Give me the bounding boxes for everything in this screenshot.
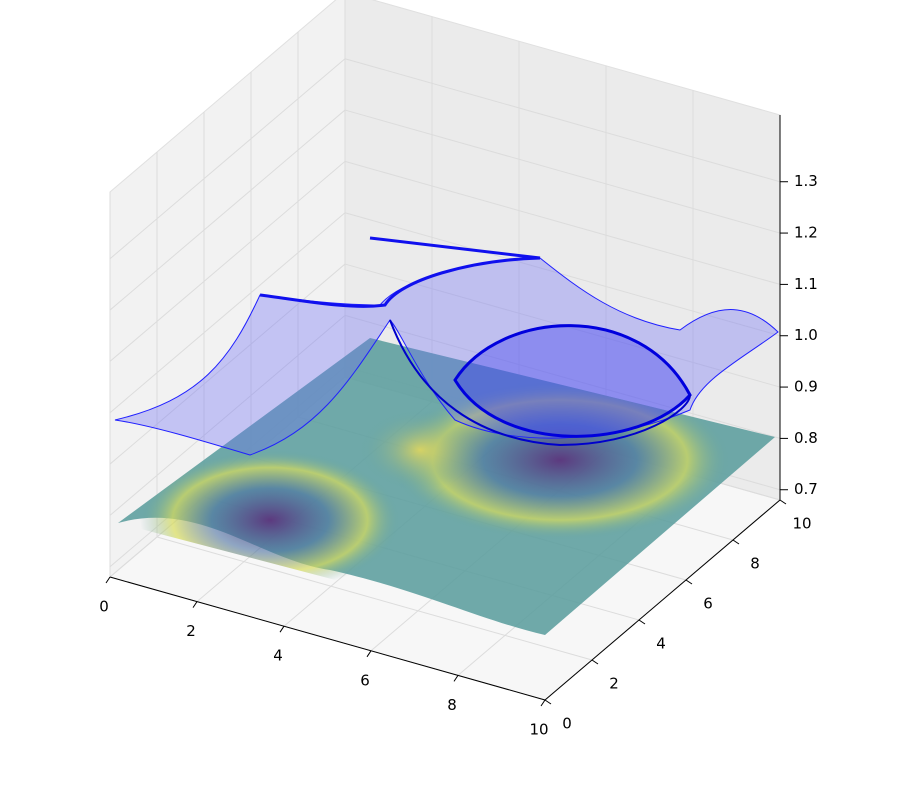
grid-line [109, 109, 346, 311]
y-tick-label: 2 [609, 675, 619, 693]
x-tick [540, 699, 546, 707]
y-tick [591, 659, 599, 665]
z-tick-label: 1.1 [794, 275, 818, 293]
z-tick-label: 0.7 [794, 480, 818, 498]
x-tick [105, 576, 111, 584]
grid-line [109, 212, 346, 414]
x-tick [192, 601, 198, 608]
z-tick-label: 1.0 [794, 326, 818, 344]
x-tick [453, 675, 459, 682]
grid-line [109, 161, 346, 362]
upper-surface [114, 236, 779, 456]
y-tick [732, 539, 740, 545]
x-axis [109, 576, 546, 701]
x-tick-label: 0 [99, 598, 109, 616]
grid-line [344, 58, 781, 183]
y-tick [685, 579, 693, 585]
grid-line [344, 160, 781, 285]
z-tick-label: 0.9 [794, 378, 818, 396]
y-tick-label: 10 [792, 515, 811, 533]
z-tick-label: 1.2 [794, 224, 818, 242]
x-tick [366, 650, 372, 658]
grid-line [344, 109, 781, 234]
y-tick-label: 4 [656, 635, 666, 653]
x-tick-label: 6 [360, 671, 370, 689]
x-tick-label: 2 [186, 622, 196, 640]
z-tick-label: 1.3 [794, 172, 818, 190]
y-tick [544, 699, 552, 705]
y-tick [638, 619, 646, 625]
y-axis [544, 499, 781, 701]
grid-line [344, 314, 781, 439]
x-tick-label: 4 [273, 647, 283, 665]
x-tick [279, 625, 285, 633]
y-tick-label: 8 [750, 555, 760, 573]
grid-line [344, 212, 781, 337]
grid-line [109, 263, 346, 465]
grid-line [156, 536, 593, 661]
y-tick-label: 0 [562, 715, 572, 733]
grid-line [109, 315, 346, 516]
y-tick [779, 499, 787, 505]
grid-line [109, 58, 346, 260]
axes: 0 2 4 6 8 10 0 2 4 6 8 10 0.7 0.8 0.9 1.0 1.1 1.2 1.3 [99, 115, 818, 739]
x-tick-label: 8 [447, 696, 457, 714]
z-tick-label: 0.8 [794, 429, 818, 447]
y-tick-label: 6 [703, 595, 713, 613]
x-tick-label: 10 [529, 721, 548, 739]
